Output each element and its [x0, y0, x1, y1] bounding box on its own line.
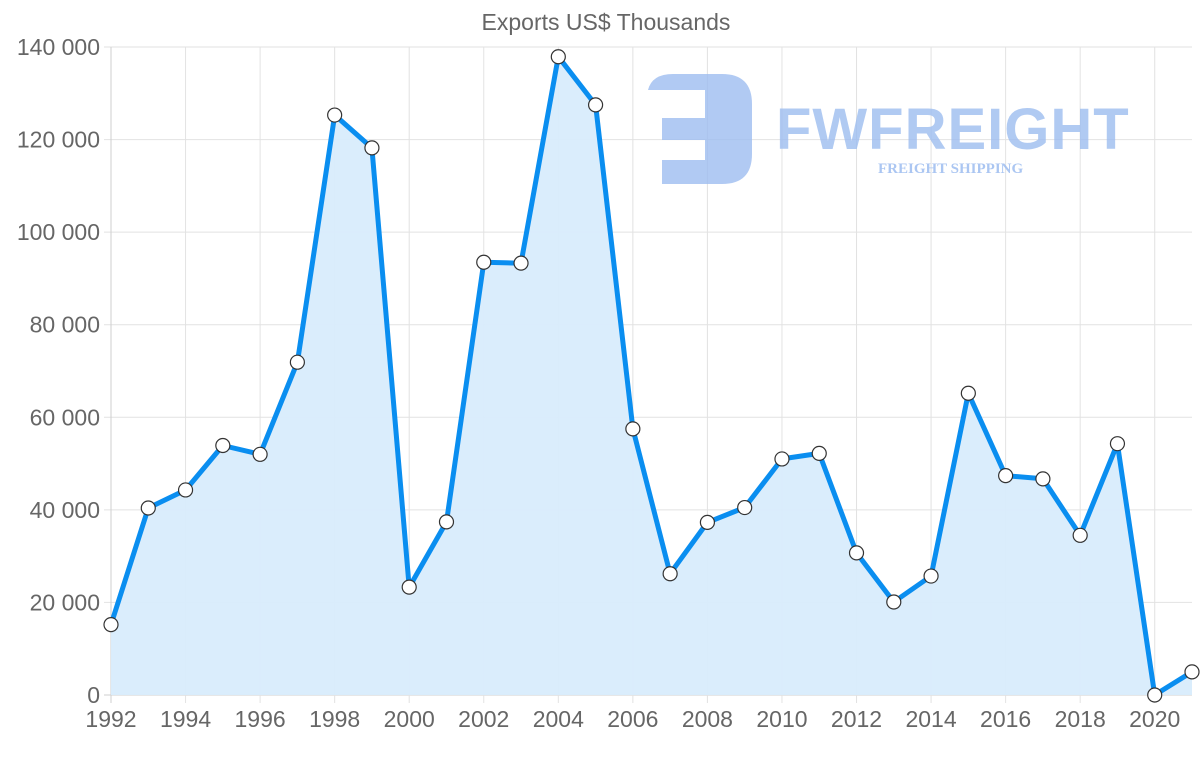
data-point[interactable]	[923, 568, 939, 584]
x-tick-label: 1994	[160, 706, 211, 732]
x-tick-label: 2010	[756, 706, 807, 732]
data-point[interactable]	[699, 514, 716, 530]
fwfreight-logo-icon	[648, 74, 752, 184]
watermark-brand: FWFREIGHT	[776, 97, 1130, 162]
y-tick-label: 0	[87, 682, 100, 708]
data-point[interactable]	[1147, 687, 1163, 703]
data-points	[103, 49, 1200, 703]
data-point[interactable]	[1035, 471, 1051, 487]
area-fill	[111, 56, 1192, 695]
data-point[interactable]	[625, 421, 641, 437]
data-point[interactable]	[438, 514, 455, 530]
data-point[interactable]	[215, 437, 231, 454]
data-point[interactable]	[550, 49, 566, 65]
data-point[interactable]	[103, 617, 119, 633]
data-point[interactable]	[252, 446, 268, 462]
y-tick-label: 120 000	[17, 127, 100, 153]
data-point[interactable]	[177, 482, 194, 498]
x-axis: 1992 1994 1996 1998 2000 2002 2004 2006 2008 2010…	[85, 706, 1180, 732]
y-axis: 0 20 000 40 000 60 000 80 000 100 000 120 000 1…	[17, 34, 100, 708]
data-point[interactable]	[960, 385, 976, 401]
x-tick-label: 2016	[980, 706, 1031, 732]
x-tick-label: 2020	[1129, 706, 1180, 732]
data-point[interactable]	[140, 500, 156, 516]
data-point[interactable]	[401, 579, 417, 595]
data-point[interactable]	[848, 545, 865, 561]
x-tick-label: 2012	[831, 706, 882, 732]
x-tick-label: 1996	[235, 706, 286, 732]
data-point[interactable]	[737, 499, 753, 516]
x-tick-label: 1998	[309, 706, 360, 732]
data-point[interactable]	[811, 445, 827, 461]
data-point[interactable]	[886, 594, 902, 610]
data-point[interactable]	[774, 451, 790, 467]
y-tick-label: 100 000	[17, 219, 100, 245]
x-tick-label: 2006	[607, 706, 658, 732]
x-tick-label: 2000	[384, 706, 435, 732]
y-tick-label: 20 000	[30, 589, 100, 615]
y-tick-label: 80 000	[30, 312, 100, 338]
data-point[interactable]	[327, 107, 343, 123]
fwfreight-watermark: FWFREIGHT FREIGHT SHIPPING	[648, 74, 1130, 184]
y-tick-label: 60 000	[30, 404, 100, 430]
x-tick-label: 2008	[682, 706, 733, 732]
x-tick-label: 1992	[85, 706, 136, 732]
y-tick-label: 140 000	[17, 34, 100, 60]
data-point[interactable]	[662, 566, 678, 582]
data-point[interactable]	[1072, 527, 1088, 543]
y-tick-label: 40 000	[30, 497, 100, 523]
data-point[interactable]	[998, 468, 1014, 484]
data-point[interactable]	[513, 255, 529, 271]
data-point[interactable]	[364, 140, 380, 156]
data-point[interactable]	[476, 254, 492, 270]
data-point[interactable]	[289, 354, 305, 370]
data-point[interactable]	[1184, 664, 1200, 680]
watermark-tagline: FREIGHT SHIPPING	[878, 161, 1023, 177]
x-tick-label: 2004	[533, 706, 584, 732]
chart-title: Exports US$ Thousands	[482, 9, 731, 35]
x-tick-label: 2002	[458, 706, 509, 732]
x-tick-label: 2018	[1055, 706, 1106, 732]
data-point[interactable]	[1109, 436, 1126, 452]
x-tick-label: 2014	[905, 706, 956, 732]
data-point[interactable]	[587, 97, 604, 113]
